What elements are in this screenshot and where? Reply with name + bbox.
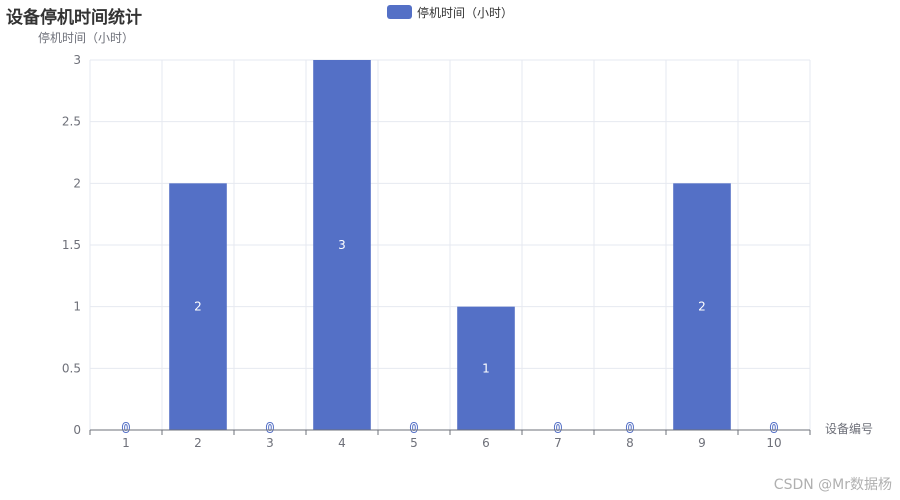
x-tick-label: 5 — [410, 436, 418, 450]
bar — [673, 183, 731, 430]
x-tick-label: 4 — [338, 436, 346, 450]
x-tick-label: 9 — [698, 436, 706, 450]
x-tick-label: 6 — [482, 436, 490, 450]
x-axis-title: 设备编号 — [825, 421, 873, 436]
bar-value-label: 2 — [194, 300, 202, 314]
y-axis-title: 停机时间（小时） — [38, 30, 134, 45]
x-tick-label: 1 — [122, 436, 130, 450]
bar-value-label: 0 — [770, 421, 778, 435]
bar-value-label: 1 — [482, 361, 490, 375]
bar-value-label: 0 — [626, 421, 634, 435]
x-tick-label: 8 — [626, 436, 634, 450]
x-tick-label: 10 — [766, 436, 781, 450]
bar — [457, 306, 515, 430]
legend-label: 停机时间（小时） — [417, 5, 514, 20]
x-tick-label: 7 — [554, 436, 562, 450]
bar-value-label: 0 — [410, 421, 418, 435]
bar — [169, 183, 227, 430]
y-tick-label: 1.5 — [62, 238, 81, 252]
y-tick-label: 2 — [73, 176, 81, 190]
y-tick-label: 1 — [73, 300, 81, 314]
bar-value-label: 2 — [698, 300, 706, 314]
y-tick-label: 0.5 — [62, 361, 81, 375]
watermark: CSDN @Mr数据杨 — [773, 477, 892, 493]
bar-value-label: 0 — [122, 421, 130, 435]
bar-value-label: 0 — [554, 421, 562, 435]
bar-value-label: 0 — [266, 421, 274, 435]
chart-title: 设备停机时间统计 — [6, 8, 142, 28]
y-tick-label: 3 — [73, 53, 81, 67]
x-tick-label: 2 — [194, 436, 202, 450]
y-tick-label: 2.5 — [62, 115, 81, 129]
bar-value-label: 3 — [338, 238, 346, 252]
legend[interactable]: 停机时间（小时） — [387, 4, 513, 20]
legend-swatch — [387, 5, 412, 19]
y-tick-label: 0 — [73, 423, 81, 437]
x-tick-label: 3 — [266, 436, 274, 450]
bar — [313, 60, 371, 430]
